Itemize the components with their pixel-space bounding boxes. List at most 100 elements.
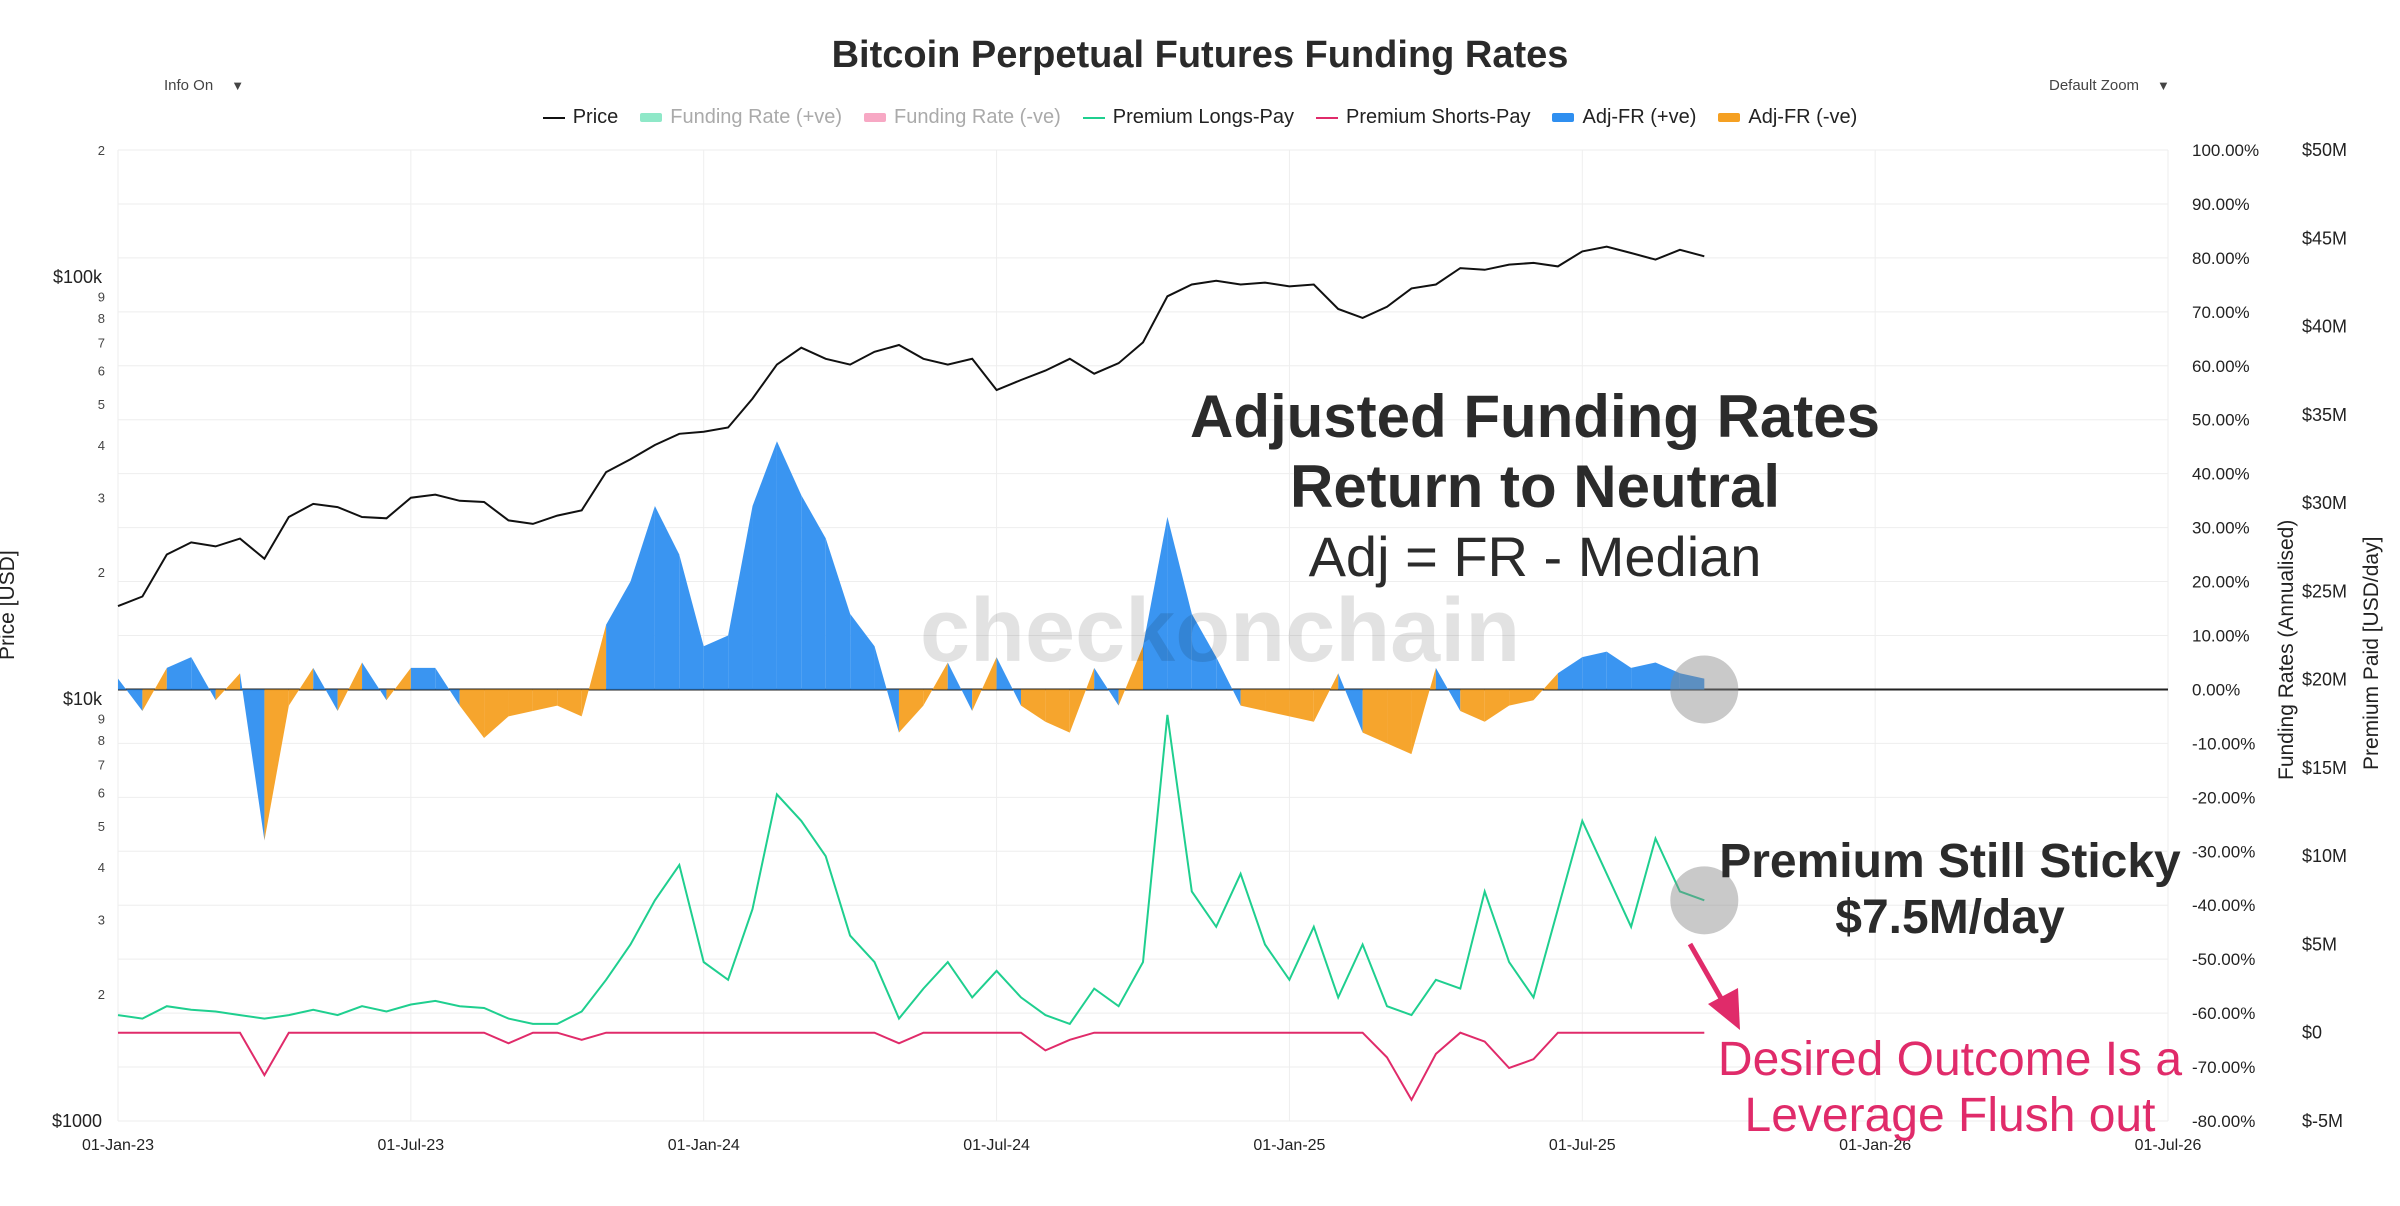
y-right-funding-tick-label: 60.00% <box>2192 357 2250 376</box>
adj-fr-positive-area <box>362 662 387 701</box>
adj-fr-negative-area <box>972 657 997 712</box>
adj-fr-negative-area <box>1118 646 1143 706</box>
x-tick-label: 01-Jul-26 <box>2135 1137 2202 1154</box>
legend-item[interactable]: Funding Rate (+ve) <box>640 106 842 129</box>
premium-shorts-pay-line <box>118 1031 1705 1102</box>
y-right-premium-tick-label: $-5M <box>2302 1111 2343 1131</box>
y-right-funding-tick-label: 70.00% <box>2192 303 2250 322</box>
legend-item[interactable]: Premium Longs-Pay <box>1082 106 1294 129</box>
adj-fr-negative-area <box>923 662 948 706</box>
y-left-minor-tick-label: 6 <box>98 364 105 379</box>
legend-swatch <box>1315 116 1338 119</box>
y-left-minor-tick-label: 4 <box>98 860 105 875</box>
adj-fr-negative-area <box>557 689 582 717</box>
x-axis: 01-Jan-23 01-Jul-23 01-Jan-24 01-Jul-24 01-J… <box>82 1137 2201 1154</box>
legend-item[interactable]: Premium Shorts-Pay <box>1315 106 1531 129</box>
adj-fr-negative-area <box>386 667 411 701</box>
y-right-funding-tick-label: -40.00% <box>2192 896 2255 915</box>
adj-fr-negative-area <box>1265 689 1290 717</box>
legend-label: Premium Shorts-Pay <box>1345 106 1531 128</box>
legend-item[interactable]: Price <box>542 106 618 129</box>
y-right-funding-tick-label: -10.00% <box>2192 734 2255 753</box>
adj-fr-positive-area <box>654 506 680 690</box>
y-right-funding-tick-label: 90.00% <box>2192 195 2250 214</box>
y-right-premium-tick-label: $15M <box>2302 758 2347 778</box>
y-right-funding-tick-label: 50.00% <box>2192 411 2250 430</box>
annotation-desired-outcome: Desired Outcome Is a Leverage Flush out <box>1660 1032 2240 1144</box>
adj-fr-negative-area <box>264 689 289 841</box>
y-right-funding-tick-label: -50.00% <box>2192 950 2255 969</box>
premium-longs-pay-line <box>117 714 1705 1026</box>
adj-fr-positive-area <box>1167 516 1192 690</box>
y-right-premium-tick-label: $35M <box>2302 405 2347 425</box>
y-right-funding-tick-label: -30.00% <box>2192 842 2255 861</box>
adj-fr-negative-area <box>215 673 241 701</box>
annotation-adjusted-funding: Adjusted Funding Rates Return to Neutral… <box>1135 382 1935 592</box>
annotation-premium-line2: $7.5M/day <box>1835 891 2065 944</box>
y-axis-left: $1000 $10k $100k 2 3 4 5 6 7 8 9 2 3 4 5 6 7 8 9 2 <box>52 143 105 1131</box>
chevron-down-icon: ▼ <box>2157 77 2170 93</box>
adj-fr-positive-area <box>1582 651 1607 690</box>
highlight-circle <box>1670 866 1739 935</box>
adj-fr-negative-area <box>337 662 363 712</box>
adj-fr-negative-area <box>288 667 314 706</box>
y-left-tick-label: $10k <box>63 689 103 709</box>
adj-fr-positive-area <box>703 635 729 690</box>
annotation-adj-line2: Return to Neutral <box>1289 453 1781 520</box>
legend-label: Adj-FR (+ve) <box>1582 106 1697 128</box>
y-axis-right-premium: $50M $45M $40M $35M $30M $25M $20M $15M $10M $5M $… <box>2302 140 2347 1131</box>
adj-fr-positive-area <box>1679 673 1705 690</box>
x-tick-label: 01-Jan-25 <box>1253 1137 1325 1154</box>
y-left-minor-tick-label: 2 <box>98 143 105 158</box>
zoom-select-label: Default Zoom <box>2049 76 2140 94</box>
y-right-premium-tick-label: $10M <box>2302 846 2347 866</box>
adj-fr-positive-area <box>1557 657 1583 690</box>
y-left-minor-tick-label: 5 <box>98 819 105 834</box>
y-right-funding-tick-label: 0.00% <box>2192 680 2240 699</box>
info-toggle[interactable]: Info On ▼ <box>150 68 259 102</box>
adj-fr-negative-area <box>459 689 485 738</box>
annotation-premium: Premium Still Sticky $7.5M/day <box>1700 834 2200 946</box>
y-right-funding-tick-label: 30.00% <box>2192 519 2250 538</box>
legend-label: Funding Rate (+ve) <box>670 106 843 128</box>
zoom-select[interactable]: Default Zoom ▼ <box>2035 68 2184 102</box>
arrow-shaft <box>1687 942 1725 1002</box>
legend-swatch <box>542 116 565 119</box>
y-right-premium-tick-label: $5M <box>2302 934 2337 954</box>
adj-fr-positive-area <box>630 506 655 690</box>
adj-fr-positive-area <box>1631 662 1656 690</box>
adj-fr-positive-area <box>1655 662 1680 690</box>
legend-item[interactable]: Funding Rate (-ve) <box>864 106 1061 129</box>
adj-fr-positive-area <box>1606 651 1632 690</box>
adj-fr-positive-area <box>825 538 851 690</box>
y-left-minor-tick-label: 6 <box>98 786 105 801</box>
adj-fr-negative-area <box>142 667 167 712</box>
adj-fr-positive-area <box>801 495 826 690</box>
y-left-minor-tick-label: 8 <box>98 311 105 326</box>
annotation-adj-line3: Adj = FR - Median <box>1308 525 1762 588</box>
annotation-adj-line1: Adjusted Funding Rates <box>1190 383 1880 450</box>
chevron-down-icon: ▼ <box>231 77 245 93</box>
adj-fr-negative-area <box>1460 689 1485 722</box>
y-axis-right-premium-title: Premium Paid [USD/day] <box>2360 536 2383 770</box>
adj-fr-positive-area <box>752 441 777 690</box>
legend-item[interactable]: Adj-FR (+ve) <box>1552 106 1696 129</box>
legend-item[interactable]: Adj-FR (-ve) <box>1718 106 1857 129</box>
y-left-tick-label: $1000 <box>52 1111 102 1131</box>
y-left-minor-tick-label: 7 <box>98 335 105 350</box>
adj-fr-positive-area <box>313 667 338 712</box>
adj-fr-negative-area <box>1484 689 1510 722</box>
adj-fr-negative-area <box>1289 689 1314 722</box>
y-left-minor-tick-label: 4 <box>98 438 105 453</box>
arrow-head <box>1708 988 1740 1030</box>
y-right-premium-tick-label: $25M <box>2302 581 2347 601</box>
x-tick-label: 01-Jul-23 <box>378 1137 445 1154</box>
adj-fr-positive-area <box>1435 667 1461 712</box>
annotation-arrow <box>1687 942 1740 1030</box>
adj-fr-negative-area <box>1362 689 1388 744</box>
adj-fr-negative-area <box>1020 689 1046 722</box>
y-left-minor-tick-label: 2 <box>98 987 105 1002</box>
watermark: checkonchain <box>920 581 1521 681</box>
adj-fr-positive-area <box>776 441 802 690</box>
y-axis-right-funding: 100.00% 90.00% 80.00% 70.00% 60.00% 50.00% 40.… <box>2192 141 2259 1131</box>
